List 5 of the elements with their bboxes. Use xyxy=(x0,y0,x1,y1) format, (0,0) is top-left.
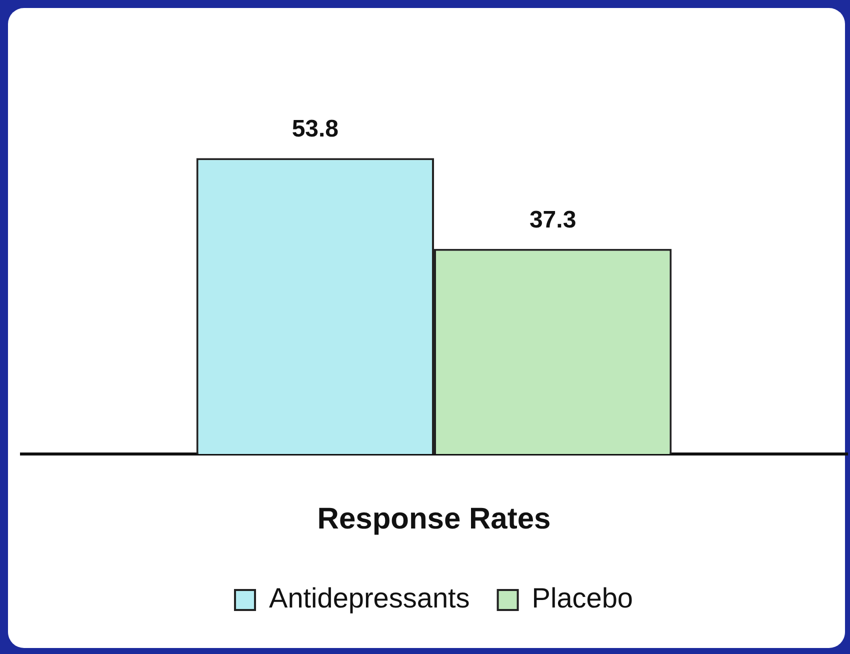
data-label: 53.8 xyxy=(292,116,339,143)
x-axis-title: Response Rates xyxy=(317,502,551,536)
legend-label: Placebo xyxy=(532,582,633,614)
data-label: 37.3 xyxy=(529,206,576,234)
legend-label: Antidepressants xyxy=(269,582,470,614)
